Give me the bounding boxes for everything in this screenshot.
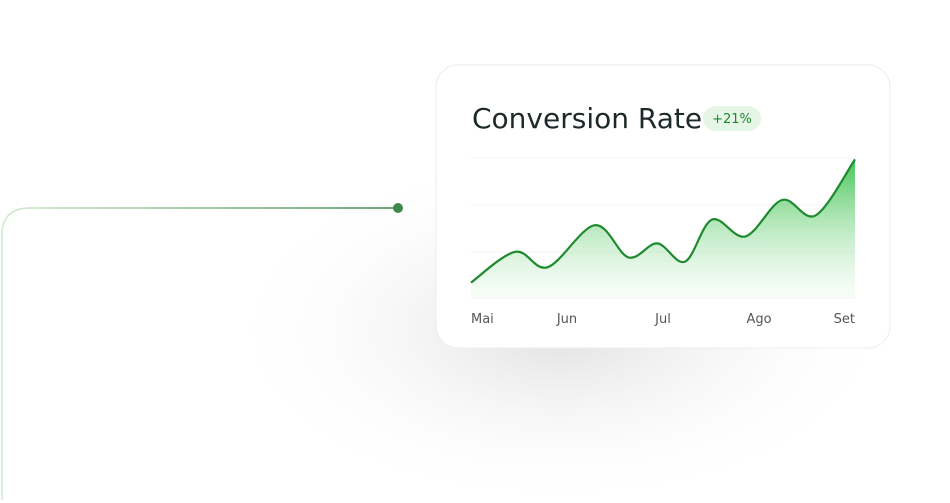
line [470,158,856,284]
x-tick-label: Set [834,312,855,327]
connector-line [1,207,398,500]
x-tick-label: Jul [654,312,671,327]
x-tick-label: Ago [746,312,771,327]
connector-dot [393,203,403,213]
chart-title: Conversion Rate [472,102,702,135]
badge [703,106,761,131]
area [471,159,855,298]
x-tick-label: Mai [471,312,494,327]
x-tick-label: Jun [556,312,577,327]
badge-text: +21% [712,112,752,127]
